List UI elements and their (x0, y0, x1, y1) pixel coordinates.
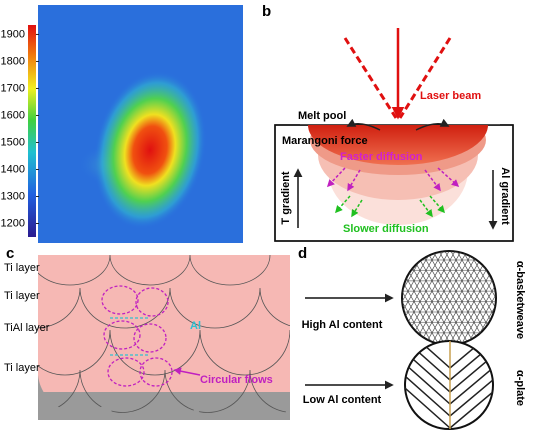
panel-label: b (262, 3, 271, 20)
al-label: Al (190, 320, 201, 332)
colorbar-tick-label: 1500 (1, 136, 25, 148)
al-gradient-label: Al gradient (499, 167, 511, 225)
melt-pool (308, 125, 488, 165)
panel-d: d High Al content Low Al content α-baske… (298, 245, 526, 430)
layer-label: Ti layer (4, 362, 40, 374)
panel-label: c (6, 245, 14, 262)
hot-spot (93, 70, 207, 230)
faster-label: Faster diffusion (340, 151, 423, 163)
laser-edge (343, 37, 398, 119)
panel-b: b Laser beam Melt pool Marangoni force F… (262, 3, 514, 242)
panel-a: a 1200 1300 1400 1500 1600 1700 1800 1900 (1, 3, 243, 243)
laser-edge (398, 37, 452, 119)
layer-label: Ti layer (4, 290, 40, 302)
layer-label: TiAl layer (4, 322, 50, 334)
marangoni-label: Marangoni force (282, 135, 368, 147)
melt-pool-label: Melt pool (298, 110, 346, 122)
panel-label: d (298, 245, 307, 262)
high-label: High Al content (302, 319, 383, 331)
panel-label: a (8, 3, 17, 20)
slower-label: Slower diffusion (343, 223, 429, 235)
basketweave-label: α-basketweave (514, 261, 526, 339)
t-gradient-label: T gradient (280, 171, 292, 225)
colorbar-tick-label: 1400 (1, 163, 25, 175)
laser-label: Laser beam (420, 90, 481, 102)
layer-label: Ti layer (4, 262, 40, 274)
colorbar-tick-label: 1700 (1, 82, 25, 94)
low-label: Low Al content (303, 394, 382, 406)
colorbar-tick-label: 1900 (1, 28, 25, 40)
flows-label: Circular flows (200, 374, 273, 386)
colorbar-tick-label: 1300 (1, 190, 25, 202)
plate-label: α-plate (514, 370, 526, 406)
colorbar (28, 25, 36, 237)
colorbar-tick-label: 1200 (1, 217, 25, 229)
colorbar-tick-label: 1800 (1, 55, 25, 67)
colorbar-tick-label: 1600 (1, 109, 25, 121)
